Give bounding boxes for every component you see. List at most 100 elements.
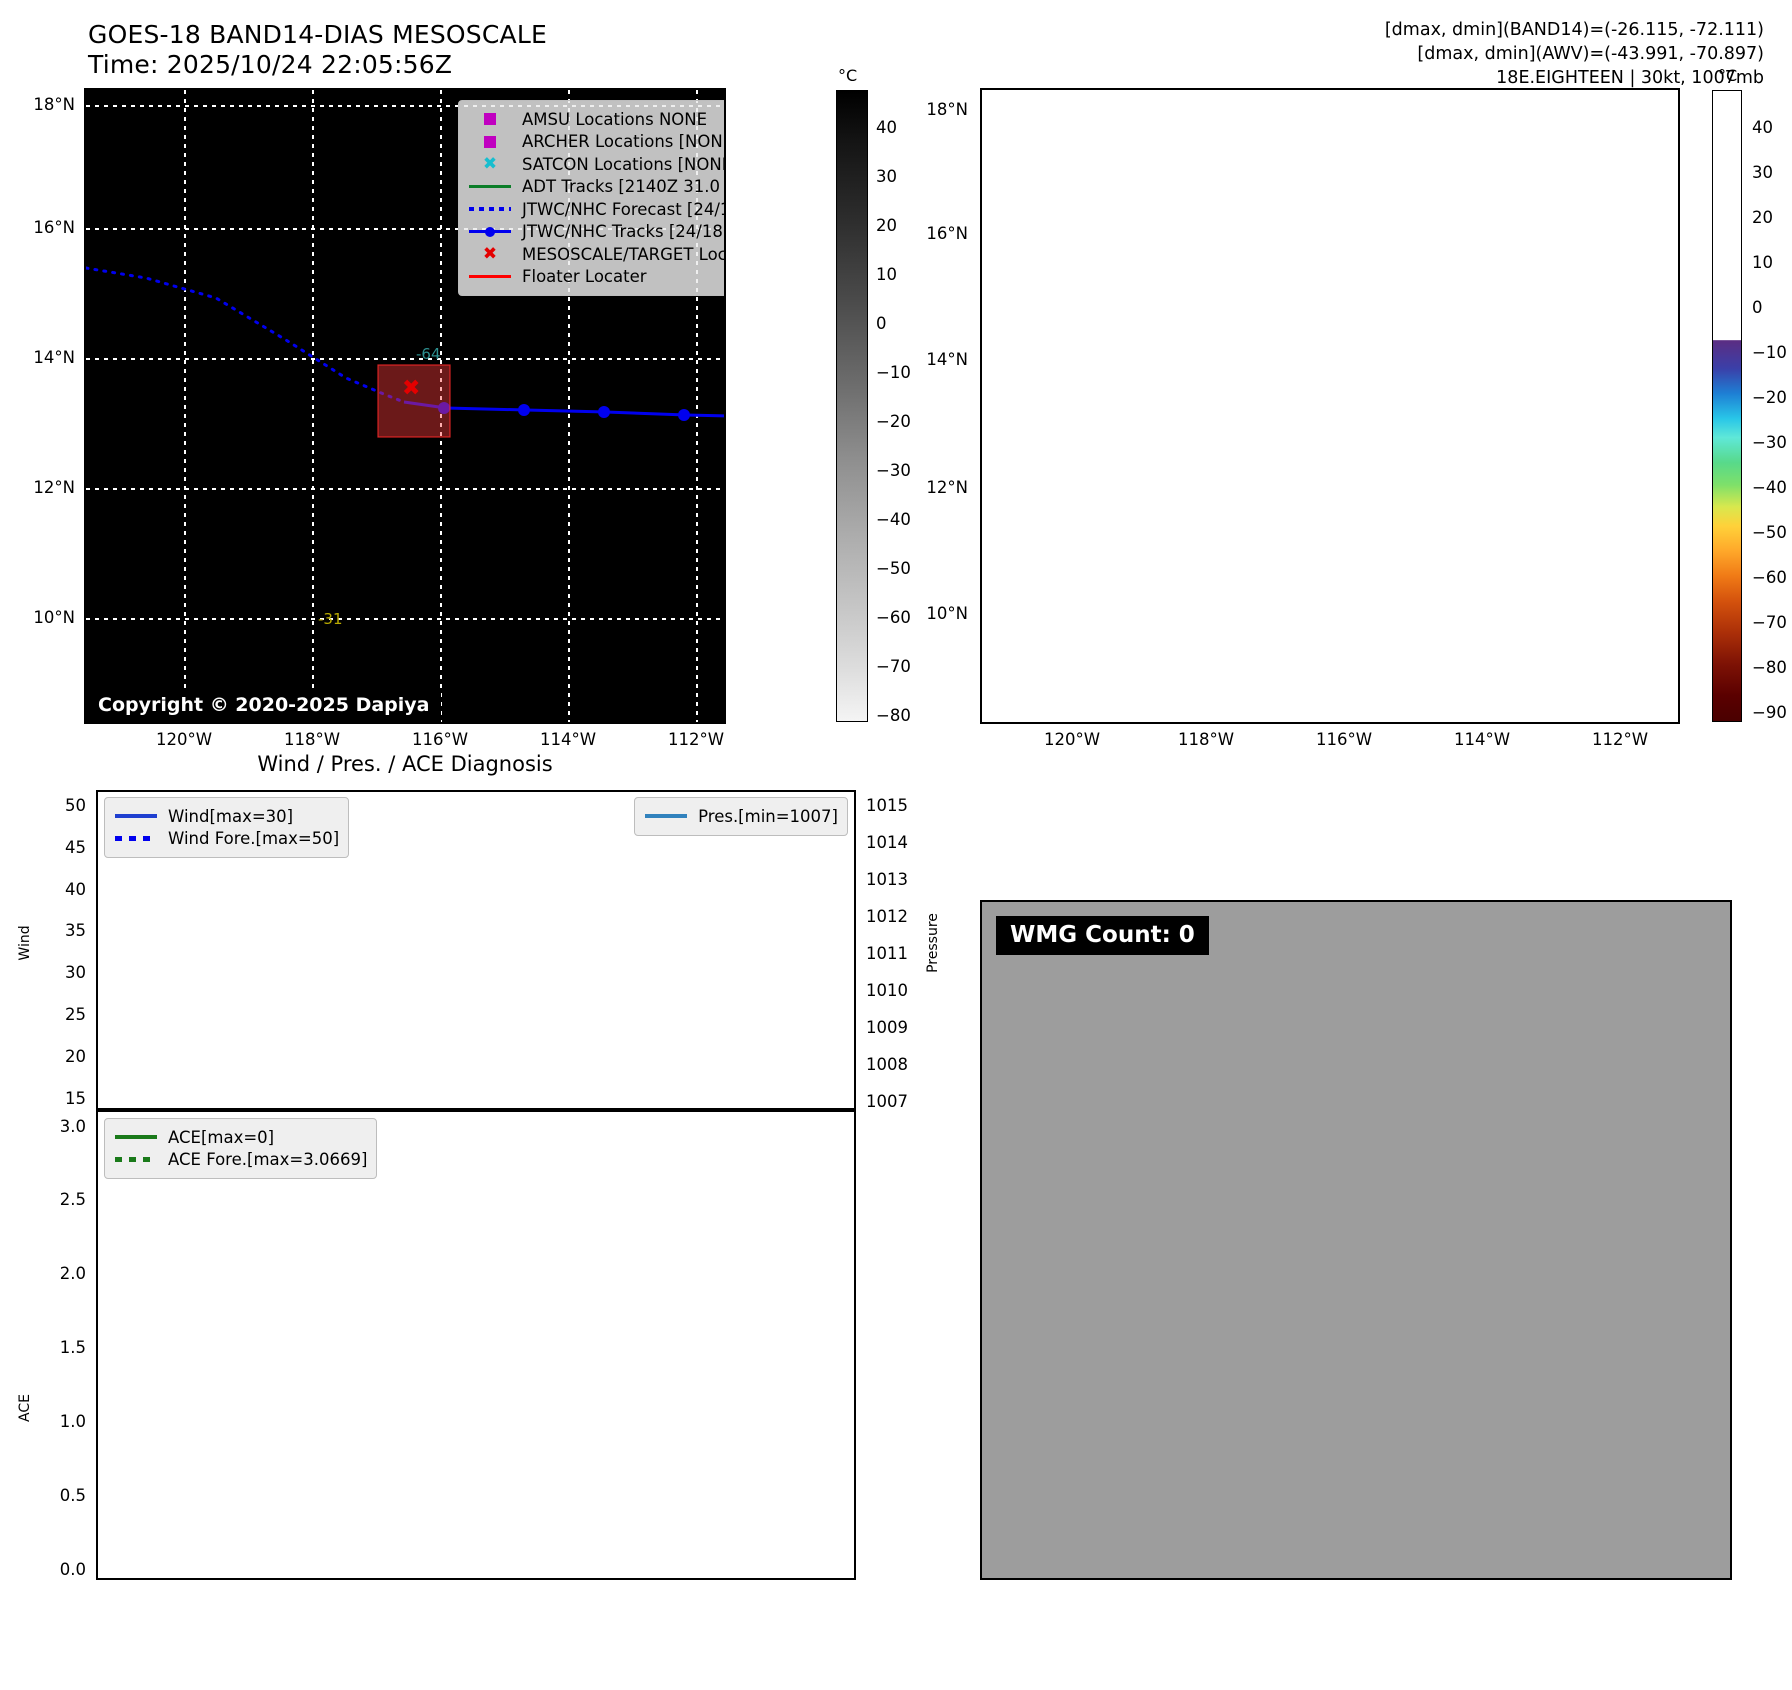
ir-ytick-14n: 14°N (33, 348, 75, 367)
awv-colorbar-title: °C (1718, 66, 1738, 85)
amsu-square-icon (467, 113, 513, 126)
awv-gridline-118w (1208, 90, 1210, 722)
wind-chart-legend[interactable]: Wind[max=30] Wind Fore.[max=50] (104, 797, 350, 858)
ir-ytick-18n: 18°N (33, 95, 75, 114)
satcon-x-icon: ✖ (482, 154, 498, 175)
ace-ytick-15: 1.5 (59, 1338, 86, 1357)
legend-row-ace: ACE[max=0] (113, 1126, 367, 1149)
legend-label-wind-forecast: Wind Fore.[max=50] (168, 829, 340, 849)
ir-xtick-118w: 118°W (283, 730, 341, 749)
storm-track-overlay: ✖ (86, 266, 724, 438)
legend-label-tracks: JTWC/NHC Tracks [24/1800Z] (522, 222, 724, 242)
awv-gridline-120w (1074, 90, 1076, 722)
pressure-ytick-1008: 1008 (866, 1055, 908, 1074)
legend-label-wind: Wind[max=30] (168, 806, 294, 826)
pressure-axis-title: Pressure (925, 913, 941, 973)
awv-xtick-120w: 120°W (1043, 730, 1101, 749)
wmg-panel[interactable]: WMG Count: 0 (980, 900, 1732, 1580)
wind-axis-title: Wind (17, 925, 33, 961)
gridline-16n (86, 228, 724, 230)
wmg-count-badge: WMG Count: 0 (996, 916, 1209, 955)
ace-axis-title: ACE (17, 1394, 33, 1422)
diagnosis-title: Wind / Pres. / ACE Diagnosis (257, 752, 553, 776)
awv-xtick-114w: 114°W (1453, 730, 1511, 749)
ir-ytick-10n: 10°N (33, 608, 75, 627)
legend-label-floater: Floater Locater (522, 267, 647, 287)
wind-ytick-40: 40 (65, 880, 86, 899)
ir-colorbar-title: °C (838, 66, 858, 85)
pressure-ytick-1011: 1011 (866, 944, 908, 963)
legend-row-satcon: ✖ SATCON Locations [NONE] (467, 153, 726, 176)
legend-label-pressure: Pres.[min=1007] (698, 806, 838, 826)
gridline-10n (86, 618, 724, 620)
archer-square-icon (467, 135, 513, 148)
contour-label-minus31: -31 (318, 610, 343, 628)
ace-chart-legend[interactable]: ACE[max=0] ACE Fore.[max=3.0669] (104, 1118, 378, 1179)
awv-ytick-10n: 10°N (926, 604, 968, 623)
gridline-18n (86, 105, 724, 107)
awv-gridline-14n (982, 362, 1678, 364)
gridline-14n (86, 358, 724, 360)
wind-ytick-35: 35 (65, 921, 86, 940)
ace-ytick-20: 2.0 (59, 1264, 86, 1283)
wind-pressure-chart[interactable]: Wind[max=30] Wind Fore.[max=50] Pres.[mi… (96, 790, 856, 1110)
ir-satellite-panel[interactable]: ✖ -64 -31 AMSU Locations NONE ARCHER Loc… (84, 88, 726, 724)
ir-ytick-16n: 16°N (33, 218, 75, 237)
legend-row-adt: ADT Tracks [2140Z 31.0 1008.0] (467, 176, 724, 199)
page-title-line1: GOES-18 BAND14-DIAS MESOSCALE (88, 20, 547, 49)
wind-ytick-45: 45 (65, 838, 86, 857)
awv-ytick-14n: 14°N (926, 350, 968, 369)
legend-row-ace-forecast: ACE Fore.[max=3.0669] (113, 1149, 367, 1172)
header-storm-summary: 18E.EIGHTEEN | 30kt, 1007mb (1496, 68, 1764, 88)
header-dmax-band14: [dmax, dmin](BAND14)=(-26.115, -72.111) (1384, 20, 1764, 40)
pressure-ytick-1015: 1015 (866, 796, 908, 815)
legend-row-pressure: Pres.[min=1007] (643, 805, 838, 828)
legend-label-mesoscale: MESOSCALE/TARGET Location (522, 244, 726, 264)
ace-line-icon (113, 1135, 159, 1140)
awv-ytick-12n: 12°N (926, 478, 968, 497)
ir-xtick-116w: 116°W (411, 730, 469, 749)
pressure-chart-legend[interactable]: Pres.[min=1007] (634, 797, 848, 836)
wind-line-icon (113, 814, 159, 819)
awv-gridline-18n (982, 112, 1678, 114)
awv-gridline-112w (1622, 90, 1624, 722)
awv-gridline-10n (982, 616, 1678, 618)
ace-ytick-10: 1.0 (59, 1412, 86, 1431)
mesoscale-x-icon: ✖ (482, 244, 498, 265)
pressure-ytick-1014: 1014 (866, 833, 908, 852)
awv-gridline-16n (982, 236, 1678, 238)
legend-row-wind-forecast: Wind Fore.[max=50] (113, 828, 339, 851)
ir-xtick-120w: 120°W (155, 730, 213, 749)
wind-ytick-15: 15 (65, 1089, 86, 1108)
awv-gridline-114w (1484, 90, 1486, 722)
pressure-ytick-1013: 1013 (866, 870, 908, 889)
copyright-badge: Copyright © 2020-2025 Dapiya (86, 689, 442, 722)
awv-xtick-112w: 112°W (1591, 730, 1649, 749)
ace-chart[interactable]: ACE[max=0] ACE Fore.[max=3.0669] (96, 1110, 856, 1580)
gridline-12n (86, 488, 724, 490)
legend-row-tracks: JTWC/NHC Tracks [24/1800Z] (467, 221, 724, 244)
legend-label-satcon: SATCON Locations [NONE] (522, 154, 726, 174)
legend-row-floater: Floater Locater (467, 266, 724, 289)
contour-label-minus64: -64 (416, 345, 441, 363)
floater-line-icon (467, 275, 513, 279)
legend-row-archer: ARCHER Locations [NONE] (467, 131, 724, 154)
ir-ytick-12n: 12°N (33, 478, 75, 497)
awv-xtick-116w: 116°W (1315, 730, 1373, 749)
awv-satellite-panel[interactable] (980, 88, 1680, 724)
gridline-112w (696, 90, 698, 722)
ir-xtick-114w: 114°W (539, 730, 597, 749)
pressure-ytick-1010: 1010 (866, 981, 908, 1000)
pressure-ytick-1009: 1009 (866, 1018, 908, 1037)
page-title-line2: Time: 2025/10/24 22:05:56Z (88, 50, 453, 79)
ir-panel-legend[interactable]: AMSU Locations NONE ARCHER Locations [NO… (458, 100, 726, 296)
ace-ytick-25: 2.5 (59, 1190, 86, 1209)
header-dmax-awv: [dmax, dmin](AWV)=(-43.991, -70.897) (1417, 44, 1764, 64)
legend-label-amsu: AMSU Locations NONE (522, 109, 708, 129)
tracks-line-point-icon (467, 226, 513, 237)
legend-row-mesoscale: ✖ MESOSCALE/TARGET Location (467, 243, 726, 266)
legend-row-wind: Wind[max=30] (113, 805, 339, 828)
wind-ytick-50: 50 (65, 796, 86, 815)
pressure-ytick-1012: 1012 (866, 907, 908, 926)
